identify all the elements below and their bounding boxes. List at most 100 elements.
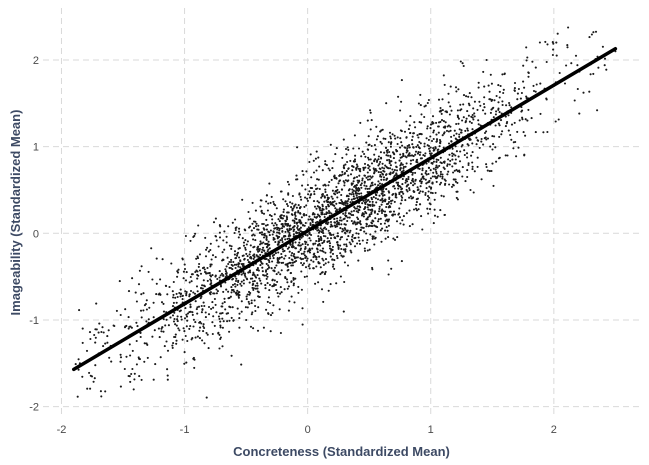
scatter-point <box>408 196 411 199</box>
scatter-point <box>308 190 311 193</box>
scatter-point <box>172 280 175 284</box>
scatter-point <box>341 202 344 205</box>
scatter-point <box>295 256 298 259</box>
scatter-point <box>219 225 222 228</box>
scatter-point <box>361 239 364 242</box>
scatter-point <box>237 265 240 268</box>
scatter-point <box>267 248 270 251</box>
scatter-point <box>335 282 338 285</box>
scatter-point <box>494 113 497 116</box>
scatter-point <box>185 271 188 274</box>
scatter-point <box>215 288 218 291</box>
scatter-point <box>491 107 494 110</box>
scatter-point <box>345 243 348 246</box>
scatter-point <box>211 321 214 324</box>
scatter-point <box>353 220 356 223</box>
scatter-point <box>321 205 324 208</box>
scatter-point <box>267 312 270 316</box>
scatter-point <box>272 231 275 234</box>
scatter-point <box>313 190 316 193</box>
scatter-point <box>294 211 297 214</box>
scatter-point <box>450 135 453 138</box>
scatter-point <box>426 125 429 128</box>
scatter-point <box>411 171 414 174</box>
scatter-point <box>178 291 181 295</box>
scatter-point <box>335 202 338 205</box>
scatter-point <box>385 154 388 157</box>
scatter-point <box>157 327 160 330</box>
scatter-point <box>238 294 241 297</box>
scatter-point <box>325 211 328 214</box>
scatter-point <box>196 290 199 293</box>
scatter-point <box>140 316 143 319</box>
scatter-point <box>234 279 238 283</box>
scatter-point <box>175 324 178 327</box>
scatter-point <box>169 316 172 319</box>
scatter-point <box>365 223 368 226</box>
scatter-point <box>534 131 537 134</box>
scatter-point <box>323 215 326 219</box>
scatter-point <box>405 151 408 154</box>
scatter-point <box>293 220 296 223</box>
scatter-point <box>470 154 473 157</box>
scatter-point <box>596 109 599 112</box>
scatter-point <box>140 293 143 296</box>
scatter-point <box>490 99 493 102</box>
scatter-point <box>443 131 446 134</box>
scatter-point <box>266 275 269 278</box>
scatter-point <box>418 192 421 195</box>
scatter-point <box>563 82 567 85</box>
scatter-point <box>289 224 292 227</box>
scatter-point <box>308 267 311 270</box>
scatter-point <box>343 172 347 175</box>
scatter-point <box>281 223 284 226</box>
scatter-point <box>129 354 132 357</box>
scatter-point <box>456 109 459 112</box>
scatter-point <box>266 209 269 212</box>
scatter-point <box>237 230 241 233</box>
scatter-point <box>306 234 309 237</box>
scatter-point <box>451 152 454 155</box>
scatter-point <box>194 336 197 339</box>
scatter-point <box>407 178 410 181</box>
scatter-point <box>135 363 138 366</box>
scatter-point <box>265 236 268 239</box>
scatter-point <box>304 242 307 246</box>
scatter-point <box>387 236 390 239</box>
scatter-point <box>259 264 262 267</box>
scatter-point <box>366 178 370 181</box>
scatter-point <box>396 136 399 139</box>
scatter-point <box>347 167 350 170</box>
scatter-point <box>254 309 257 313</box>
scatter-point <box>397 212 401 215</box>
scatter-point <box>336 257 339 260</box>
scatter-point <box>365 232 368 235</box>
scatter-point <box>485 165 488 169</box>
scatter-point <box>276 231 279 234</box>
scatter-point <box>419 180 422 183</box>
scatter-point <box>327 205 330 208</box>
scatter-point <box>364 155 367 158</box>
scatter-point <box>380 157 383 160</box>
scatter-point <box>428 150 431 153</box>
scatter-point <box>129 380 132 383</box>
scatter-point <box>355 194 358 197</box>
scatter-point <box>323 200 326 203</box>
scatter-point <box>243 257 246 260</box>
scatter-point <box>203 268 206 271</box>
scatter-point <box>196 312 199 315</box>
scatter-point <box>400 100 403 103</box>
scatter-point <box>202 301 205 304</box>
scatter-point <box>366 206 369 209</box>
scatter-point <box>302 173 305 176</box>
scatter-point <box>162 318 165 321</box>
scatter-point <box>321 193 324 196</box>
scatter-point <box>302 224 305 227</box>
scatter-point <box>492 116 495 119</box>
scatter-point <box>372 167 375 170</box>
scatter-point <box>244 248 247 251</box>
scatter-point <box>221 317 224 320</box>
scatter-point <box>297 204 300 207</box>
scatter-point <box>245 243 248 246</box>
scatter-point <box>166 368 169 371</box>
